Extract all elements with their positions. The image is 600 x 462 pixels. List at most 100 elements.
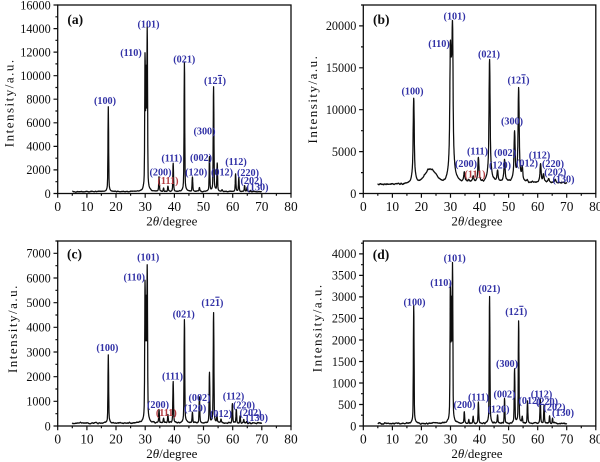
svg-text:(120): (120) <box>184 403 206 414</box>
svg-text:3000: 3000 <box>332 290 356 304</box>
svg-text:0: 0 <box>54 199 61 214</box>
svg-text:2θ/degree: 2θ/degree <box>451 213 502 228</box>
svg-text:(121): (121) <box>204 76 226 87</box>
svg-text:20000: 20000 <box>326 19 356 33</box>
svg-text:(021): (021) <box>173 54 195 65</box>
svg-text:60: 60 <box>226 432 240 447</box>
svg-text:(200): (200) <box>455 159 477 170</box>
svg-text:5000: 5000 <box>26 296 50 310</box>
svg-text:(100): (100) <box>96 343 118 354</box>
svg-text:(021): (021) <box>478 49 500 60</box>
svg-text:2000: 2000 <box>332 333 356 347</box>
svg-text:20: 20 <box>109 199 123 214</box>
svg-text:7000: 7000 <box>26 247 50 261</box>
svg-text:2θ/degree: 2θ/degree <box>451 446 502 461</box>
svg-text:(121): (121) <box>507 76 529 87</box>
svg-text:4000: 4000 <box>26 140 50 154</box>
svg-text:1000: 1000 <box>26 395 50 409</box>
svg-text:10: 10 <box>386 432 400 447</box>
svg-text:5000: 5000 <box>332 145 356 159</box>
svg-text:Intensity/a.u.: Intensity/a.u. <box>309 283 324 372</box>
svg-text:40: 40 <box>168 199 182 214</box>
svg-text:10: 10 <box>80 199 94 214</box>
svg-text:3000: 3000 <box>26 345 50 359</box>
svg-text:50: 50 <box>502 432 516 447</box>
svg-text:(101): (101) <box>444 12 466 23</box>
svg-text:(111): (111) <box>468 393 489 404</box>
svg-text:30: 30 <box>139 432 153 447</box>
svg-text:4000: 4000 <box>26 321 50 335</box>
svg-text:60: 60 <box>226 199 240 214</box>
svg-text:50: 50 <box>502 199 516 214</box>
svg-text:(012): (012) <box>210 409 232 420</box>
svg-text:0: 0 <box>45 419 51 433</box>
svg-text:70: 70 <box>560 432 574 447</box>
svg-text:1000: 1000 <box>332 376 356 390</box>
svg-text:2000: 2000 <box>26 163 50 177</box>
svg-text:(002): (002) <box>494 148 516 159</box>
svg-text:80: 80 <box>589 432 600 447</box>
svg-text:2500: 2500 <box>332 312 356 326</box>
svg-text:(111): (111) <box>467 147 488 158</box>
svg-text:(100): (100) <box>94 96 116 107</box>
svg-text:2θ/degree: 2θ/degree <box>146 213 197 228</box>
svg-text:0: 0 <box>350 419 356 433</box>
svg-text:(202): (202) <box>544 168 566 179</box>
svg-text:(202): (202) <box>543 403 565 414</box>
svg-text:40: 40 <box>473 432 487 447</box>
svg-text:(300): (300) <box>496 359 518 370</box>
svg-text:(100): (100) <box>401 87 423 98</box>
svg-text:(101): (101) <box>444 254 466 265</box>
svg-text:(b): (b) <box>373 12 390 27</box>
svg-text:(121): (121) <box>201 298 223 309</box>
svg-text:(d): (d) <box>373 247 390 262</box>
svg-text:(101): (101) <box>137 19 159 30</box>
svg-text:(200): (200) <box>453 400 475 411</box>
svg-text:(112): (112) <box>223 392 245 403</box>
svg-text:20: 20 <box>415 432 429 447</box>
svg-text:(130): (130) <box>552 408 574 419</box>
svg-text:6000: 6000 <box>26 116 50 130</box>
svg-text:(120): (120) <box>489 161 511 172</box>
svg-text:(111): (111) <box>465 170 486 181</box>
svg-text:(120): (120) <box>185 168 207 179</box>
svg-text:30: 30 <box>139 199 153 214</box>
svg-text:(012): (012) <box>518 396 540 407</box>
svg-text:(300): (300) <box>501 117 523 128</box>
svg-text:70: 70 <box>560 199 574 214</box>
svg-text:20: 20 <box>109 432 123 447</box>
svg-text:70: 70 <box>255 432 269 447</box>
svg-text:(012): (012) <box>516 158 538 169</box>
svg-text:40: 40 <box>168 432 182 447</box>
svg-text:50: 50 <box>197 432 211 447</box>
svg-text:(300): (300) <box>193 127 215 138</box>
svg-text:(002): (002) <box>493 390 515 401</box>
svg-text:Intensity/a.u.: Intensity/a.u. <box>305 55 320 144</box>
svg-text:(002): (002) <box>188 393 210 404</box>
svg-text:(202): (202) <box>239 408 261 419</box>
svg-text:(110): (110) <box>428 39 450 50</box>
svg-text:16000: 16000 <box>20 0 50 12</box>
svg-text:60: 60 <box>531 199 545 214</box>
svg-text:10: 10 <box>80 432 94 447</box>
svg-text:(a): (a) <box>67 12 83 27</box>
svg-text:20: 20 <box>415 199 429 214</box>
svg-text:10: 10 <box>386 199 400 214</box>
svg-text:(220): (220) <box>233 401 255 412</box>
svg-text:(120): (120) <box>487 405 509 416</box>
svg-text:80: 80 <box>284 432 298 447</box>
svg-text:500: 500 <box>338 398 356 412</box>
svg-text:0: 0 <box>350 187 356 201</box>
svg-text:(202): (202) <box>240 176 262 187</box>
svg-text:15000: 15000 <box>326 61 356 75</box>
svg-text:40: 40 <box>473 199 487 214</box>
svg-text:3500: 3500 <box>332 269 356 283</box>
svg-text:10000: 10000 <box>20 69 50 83</box>
svg-text:6000: 6000 <box>26 271 50 285</box>
svg-text:80: 80 <box>589 199 600 214</box>
svg-text:(130): (130) <box>552 175 574 186</box>
svg-text:(220): (220) <box>237 168 259 179</box>
svg-text:(100): (100) <box>403 298 425 309</box>
svg-text:(112): (112) <box>529 150 551 161</box>
svg-text:(101): (101) <box>137 253 159 264</box>
